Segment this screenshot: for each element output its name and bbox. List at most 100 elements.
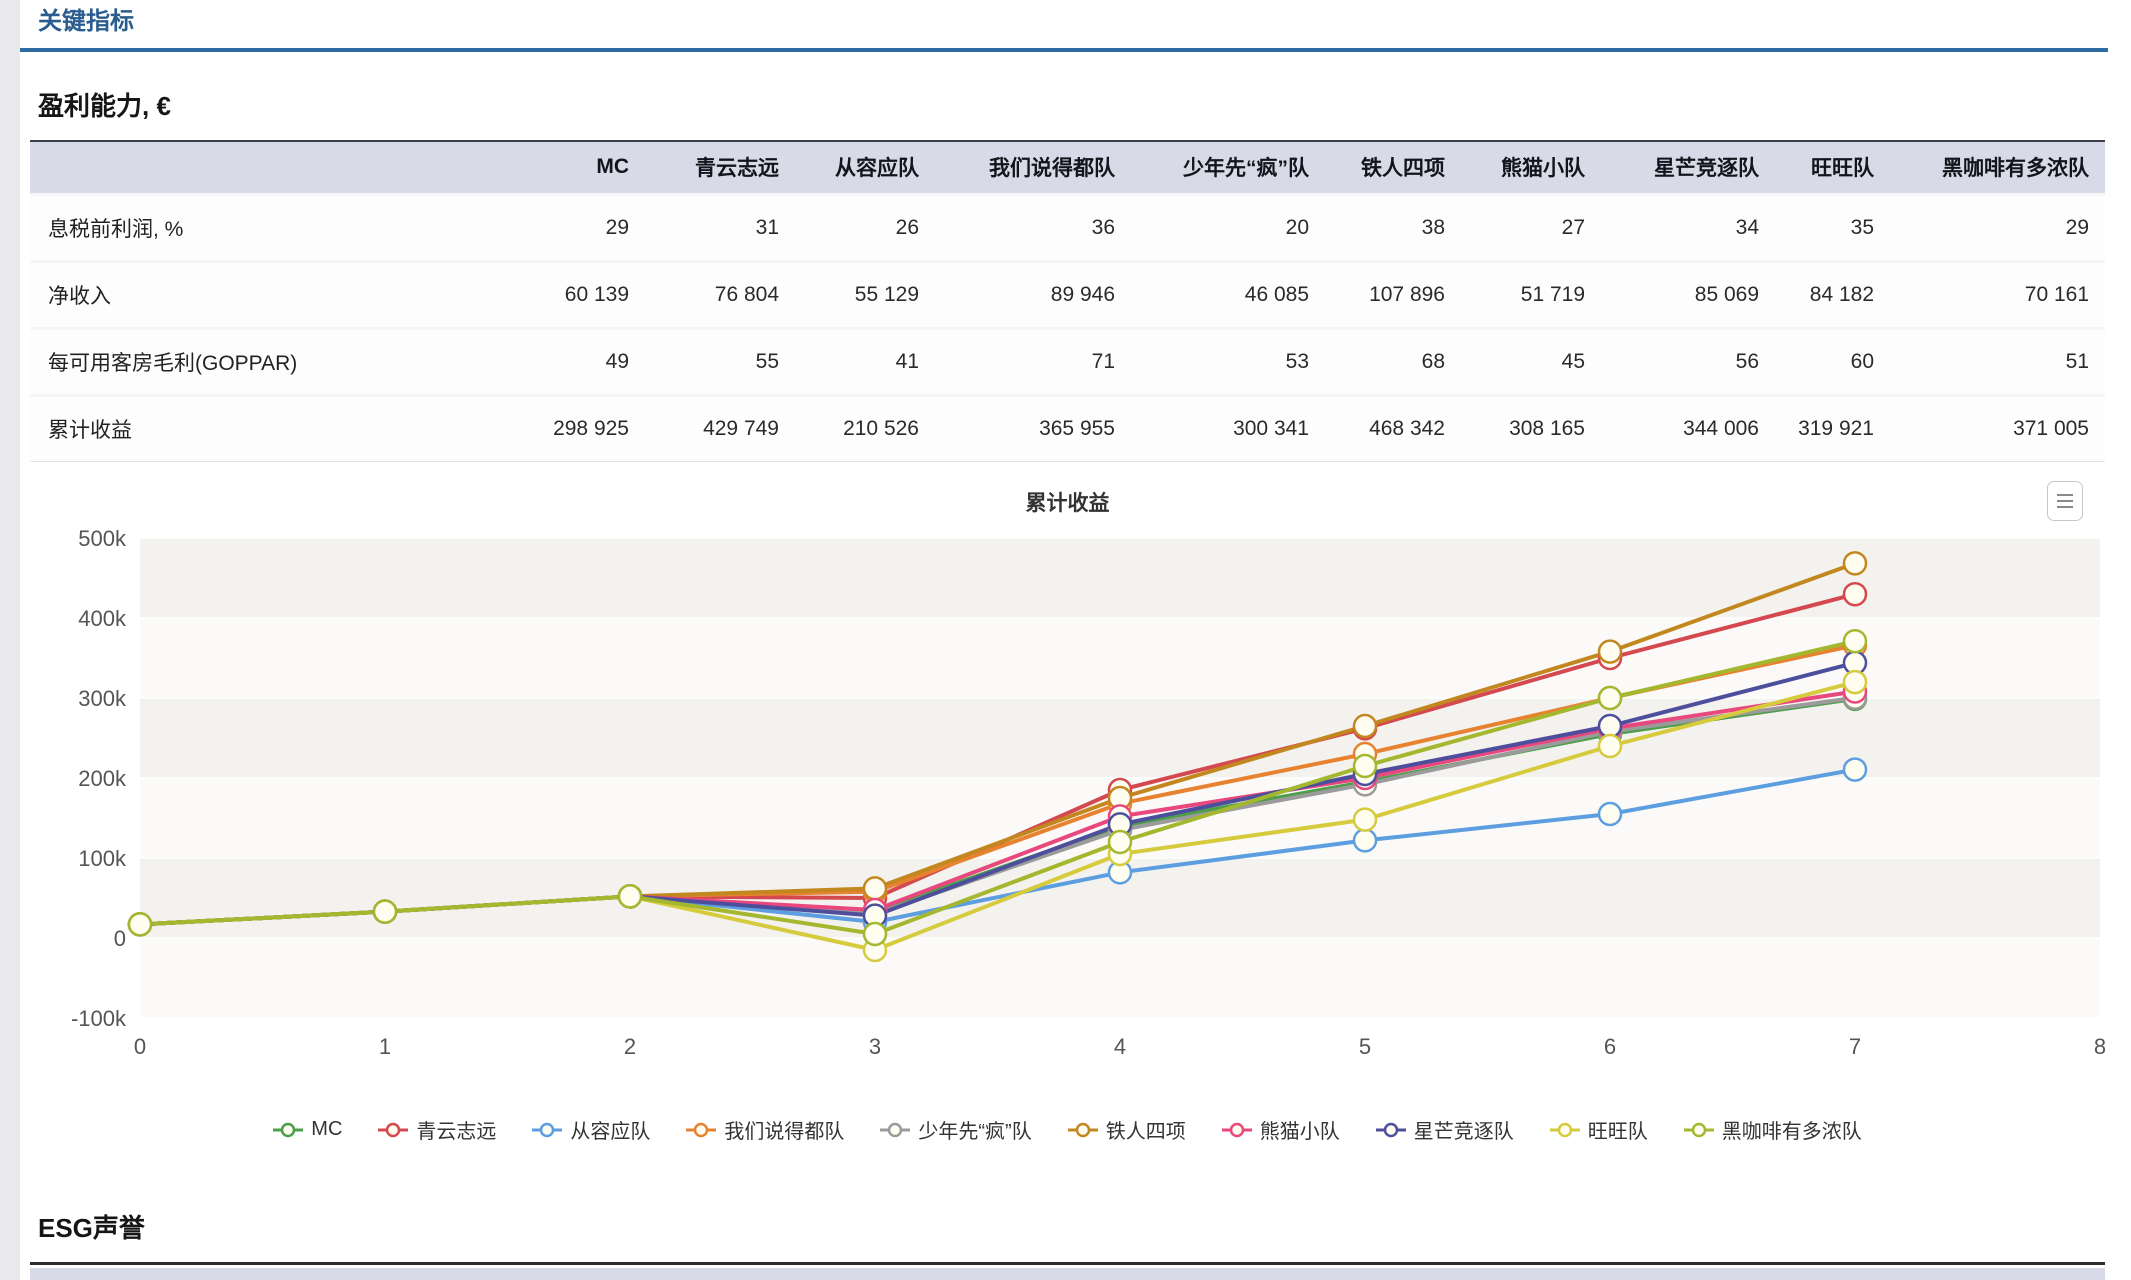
column-header-team: 黑咖啡有多浓队 bbox=[1942, 157, 2089, 181]
legend-label: 旺旺队 bbox=[1587, 1121, 1648, 1143]
legend-marker-icon bbox=[880, 1122, 911, 1137]
legend-item[interactable]: 熊猫小队 bbox=[1221, 1115, 1340, 1144]
legend-label: 青云志远 bbox=[416, 1121, 497, 1143]
legend-label: 星芒竞逐队 bbox=[1413, 1121, 1514, 1143]
data-point-marker bbox=[1842, 581, 1868, 607]
cell-value: 71 bbox=[935, 328, 1131, 396]
y-axis-label: 400k bbox=[78, 606, 127, 631]
title-divider bbox=[20, 48, 2108, 52]
column-header-team: 从容应队 bbox=[835, 157, 919, 181]
row-label: 净收入 bbox=[30, 261, 373, 329]
legend-label: 黑咖啡有多浓队 bbox=[1721, 1121, 1862, 1143]
cell-value: 89 946 bbox=[935, 261, 1131, 329]
legend-marker-icon bbox=[532, 1122, 563, 1137]
legend-item[interactable]: 青云志远 bbox=[378, 1115, 496, 1144]
cell-value: 60 bbox=[1775, 328, 1890, 396]
column-header-team: 少年先“疯”队 bbox=[1183, 157, 1309, 181]
legend-marker-icon bbox=[273, 1122, 304, 1137]
x-axis-label: 6 bbox=[1604, 1034, 1616, 1059]
legend-item[interactable]: 旺旺队 bbox=[1549, 1115, 1648, 1144]
cell-value: 210 526 bbox=[795, 395, 935, 462]
cell-value: 51 719 bbox=[1461, 261, 1601, 329]
table-row: 每可用客房毛利(GOPPAR) 49 55 41 71 53 68 45 56 60 51 bbox=[30, 328, 2105, 396]
legend-item[interactable]: 少年先“疯”队 bbox=[880, 1115, 1032, 1144]
legend-item[interactable]: MC bbox=[273, 1118, 342, 1141]
legend-marker-icon bbox=[1221, 1122, 1252, 1137]
legend-marker-icon bbox=[1549, 1122, 1580, 1137]
data-point-marker bbox=[1352, 713, 1378, 739]
data-point-marker bbox=[1842, 628, 1868, 654]
x-axis-label: 3 bbox=[869, 1034, 881, 1059]
x-axis-label: 0 bbox=[134, 1034, 146, 1059]
kpi-table-wrap: MC 青云志远 从容应队 我们说得都队 少年先“疯”队 铁人四项 熊猫小队 星芒竞逐队 旺旺队 黑… bbox=[30, 140, 2105, 462]
next-table-header-partial bbox=[30, 1268, 2105, 1280]
cell-value: 46 085 bbox=[1131, 261, 1325, 329]
corner-header bbox=[30, 142, 373, 194]
cell-value: 31 bbox=[645, 194, 795, 262]
legend-item[interactable]: 黑咖啡有多浓队 bbox=[1683, 1115, 1862, 1144]
column-header-team: MC bbox=[596, 155, 629, 179]
cell-value: 20 bbox=[1131, 194, 1325, 262]
cell-value: 70 161 bbox=[1890, 261, 2105, 329]
x-axis-label: 4 bbox=[1114, 1034, 1126, 1059]
cell-value: 34 bbox=[1601, 194, 1775, 262]
kpi-header-row: MC 青云志远 从容应队 我们说得都队 少年先“疯”队 铁人四项 熊猫小队 星芒竞逐队 旺旺队 黑… bbox=[30, 142, 2105, 194]
page-left-gutter bbox=[0, 0, 21, 1280]
cell-value: 29 bbox=[373, 194, 645, 262]
column-header-team: 星芒竞逐队 bbox=[1654, 157, 1759, 181]
legend-label: 熊猫小队 bbox=[1259, 1121, 1340, 1143]
cell-value: 35 bbox=[1775, 194, 1890, 262]
data-point-marker bbox=[1597, 713, 1623, 739]
cell-value: 27 bbox=[1461, 194, 1601, 262]
series-line bbox=[138, 639, 1857, 936]
cell-value: 49 bbox=[373, 328, 645, 396]
row-label: 累计收益 bbox=[30, 395, 373, 462]
cell-value: 468 342 bbox=[1325, 395, 1461, 462]
table-row: 累计收益 298 925 429 749 210 526 365 955 300 341 4… bbox=[30, 395, 2105, 462]
data-point-marker bbox=[1597, 801, 1623, 827]
data-point-marker bbox=[862, 876, 888, 901]
cell-value: 45 bbox=[1461, 328, 1601, 396]
data-point-marker bbox=[127, 912, 153, 937]
cell-value: 308 165 bbox=[1461, 395, 1601, 462]
esg-divider bbox=[30, 1262, 2105, 1265]
legend-item[interactable]: 星芒竞逐队 bbox=[1375, 1115, 1514, 1144]
plot-band bbox=[140, 938, 2100, 1018]
cell-value: 41 bbox=[795, 328, 935, 396]
legend-label: MC bbox=[311, 1118, 343, 1140]
chart-context-menu-button[interactable] bbox=[2047, 481, 2083, 521]
row-label: 每可用客房毛利(GOPPAR) bbox=[30, 328, 373, 396]
x-axis-label: 8 bbox=[2094, 1034, 2105, 1059]
data-point-marker bbox=[1842, 669, 1868, 695]
legend-item[interactable]: 我们说得都队 bbox=[686, 1115, 844, 1144]
cell-value: 55 bbox=[645, 328, 795, 396]
cell-value: 53 bbox=[1131, 328, 1325, 396]
data-point-marker bbox=[862, 921, 888, 947]
cell-value: 55 129 bbox=[795, 261, 935, 329]
legend-label: 从容应队 bbox=[570, 1121, 651, 1143]
y-axis-label: 500k bbox=[78, 526, 127, 551]
data-point-marker bbox=[1597, 639, 1623, 664]
hamburger-menu-icon bbox=[2057, 490, 2073, 512]
column-header-team: 铁人四项 bbox=[1361, 157, 1445, 181]
legend-label: 我们说得都队 bbox=[724, 1121, 845, 1143]
y-axis-label: 100k bbox=[78, 846, 127, 871]
legend-item[interactable]: 从容应队 bbox=[532, 1115, 650, 1144]
plot-band bbox=[140, 618, 2100, 698]
plot-band bbox=[140, 538, 2100, 618]
data-point-marker bbox=[1842, 757, 1868, 782]
data-point-marker bbox=[1597, 733, 1623, 759]
legend-marker-icon bbox=[1683, 1122, 1714, 1137]
kpi-table: MC 青云志远 从容应队 我们说得都队 少年先“疯”队 铁人四项 熊猫小队 星芒竞逐队 旺旺队 黑… bbox=[30, 142, 2105, 462]
data-point-marker bbox=[1352, 807, 1378, 832]
cell-value: 298 925 bbox=[373, 395, 645, 462]
cell-value: 300 341 bbox=[1131, 395, 1325, 462]
legend-item[interactable]: 铁人四项 bbox=[1067, 1115, 1186, 1144]
data-point-marker bbox=[1842, 551, 1868, 576]
x-axis-label: 2 bbox=[624, 1034, 636, 1059]
data-point-marker bbox=[1597, 685, 1623, 711]
data-point-marker bbox=[372, 899, 398, 924]
legend-marker-icon bbox=[1067, 1122, 1098, 1137]
column-header-team: 我们说得都队 bbox=[989, 157, 1115, 181]
page-title: 关键指标 bbox=[38, 8, 134, 35]
